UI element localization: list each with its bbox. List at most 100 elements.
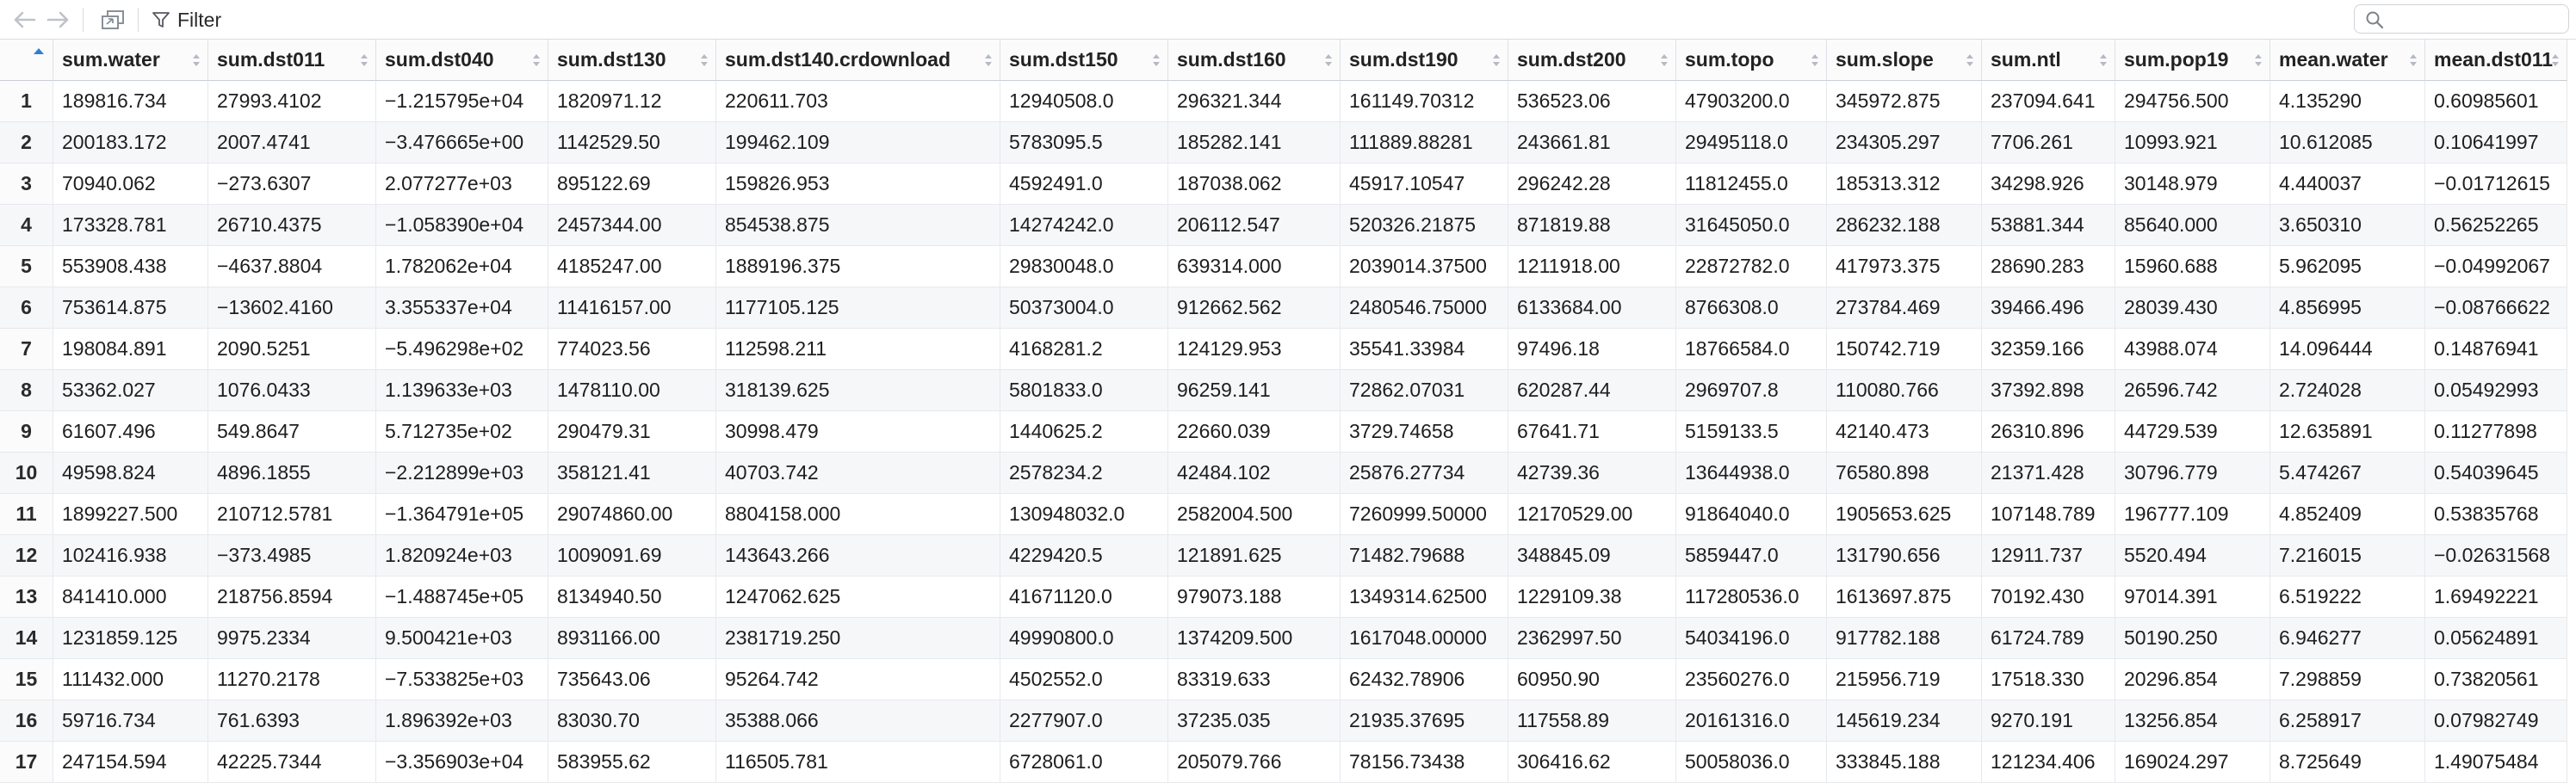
sort-toggle-icon[interactable] (192, 52, 201, 69)
column-header[interactable]: sum.dst140.crdownload (716, 40, 1000, 81)
table-cell[interactable]: 1.139633e+03 (376, 370, 548, 411)
table-cell[interactable]: 29830048.0 (1000, 246, 1168, 287)
table-cell[interactable]: 11416157.00 (548, 287, 716, 329)
table-cell[interactable]: 1899227.500 (53, 494, 208, 535)
table-cell[interactable]: 1076.0433 (208, 370, 376, 411)
table-cell[interactable]: 206112.547 (1168, 205, 1341, 246)
table-cell[interactable]: 290479.31 (548, 411, 716, 453)
sort-toggle-icon[interactable] (1324, 52, 1333, 69)
table-cell[interactable]: 345972.875 (1827, 81, 1982, 122)
table-cell[interactable]: 871819.88 (1508, 205, 1676, 246)
table-cell[interactable]: 50190.250 (2115, 618, 2270, 659)
sort-toggle-icon[interactable] (2254, 52, 2263, 69)
table-cell[interactable]: 2.077277e+03 (376, 163, 548, 205)
table-cell[interactable]: 7260999.50000 (1341, 494, 1508, 535)
table-cell[interactable]: 1905653.625 (1827, 494, 1982, 535)
table-cell[interactable]: −5.496298e+02 (376, 329, 548, 370)
table-cell[interactable]: 210712.5781 (208, 494, 376, 535)
table-cell[interactable]: 4168281.2 (1000, 329, 1168, 370)
filter-button[interactable]: Filter (152, 5, 221, 34)
table-cell[interactable]: −0.04992067 (2425, 246, 2567, 287)
table-cell[interactable]: 76580.898 (1827, 453, 1982, 494)
table-cell[interactable]: −7.533825e+03 (376, 659, 548, 700)
table-cell[interactable]: 35388.066 (716, 700, 1000, 742)
table-cell[interactable]: −4637.8804 (208, 246, 376, 287)
table-cell[interactable]: 199462.109 (716, 122, 1000, 163)
table-cell[interactable]: 2578234.2 (1000, 453, 1168, 494)
table-cell[interactable]: 8.725649 (2270, 742, 2425, 783)
table-cell[interactable]: 49990800.0 (1000, 618, 1168, 659)
table-cell[interactable]: 4592491.0 (1000, 163, 1168, 205)
table-cell[interactable]: 1374209.500 (1168, 618, 1341, 659)
table-cell[interactable]: 12170529.00 (1508, 494, 1676, 535)
table-cell[interactable]: 0.07982749 (2425, 700, 2567, 742)
table-cell[interactable]: 2362997.50 (1508, 618, 1676, 659)
table-cell[interactable]: 30796.779 (2115, 453, 2270, 494)
column-header[interactable]: sum.dst150 (1000, 40, 1168, 81)
table-cell[interactable]: 102416.938 (53, 535, 208, 576)
table-cell[interactable]: 220611.703 (716, 81, 1000, 122)
column-header[interactable]: sum.pop19 (2115, 40, 2270, 81)
table-cell[interactable]: 34298.926 (1982, 163, 2115, 205)
table-cell[interactable]: 5.712735e+02 (376, 411, 548, 453)
table-cell[interactable]: 42739.36 (1508, 453, 1676, 494)
table-cell[interactable]: 196777.109 (2115, 494, 2270, 535)
table-cell[interactable]: −0.01712615 (2425, 163, 2567, 205)
table-cell[interactable]: 26310.896 (1982, 411, 2115, 453)
table-cell[interactable]: 5520.494 (2115, 535, 2270, 576)
sort-toggle-icon[interactable] (1966, 52, 1974, 69)
table-cell[interactable]: 30148.979 (2115, 163, 2270, 205)
table-cell[interactable]: 111432.000 (53, 659, 208, 700)
table-cell[interactable]: 43988.074 (2115, 329, 2270, 370)
table-cell[interactable]: 4229420.5 (1000, 535, 1168, 576)
back-button[interactable] (10, 5, 40, 34)
table-cell[interactable]: −373.4985 (208, 535, 376, 576)
column-header[interactable]: sum.slope (1827, 40, 1982, 81)
table-cell[interactable]: 536523.06 (1508, 81, 1676, 122)
table-cell[interactable]: 1247062.625 (716, 576, 1000, 618)
table-cell[interactable]: 6.519222 (2270, 576, 2425, 618)
table-cell[interactable]: −13602.4160 (208, 287, 376, 329)
table-cell[interactable]: 44729.539 (2115, 411, 2270, 453)
search-box[interactable] (2354, 4, 2569, 34)
table-cell[interactable]: 11812455.0 (1676, 163, 1827, 205)
table-cell[interactable]: 5859447.0 (1676, 535, 1827, 576)
table-cell[interactable]: 1211918.00 (1508, 246, 1676, 287)
table-cell[interactable]: 296242.28 (1508, 163, 1676, 205)
forward-button[interactable] (43, 5, 72, 34)
table-cell[interactable]: 70192.430 (1982, 576, 2115, 618)
table-cell[interactable]: 0.54039645 (2425, 453, 2567, 494)
table-cell[interactable]: 9.500421e+03 (376, 618, 548, 659)
sort-toggle-icon[interactable] (360, 52, 368, 69)
table-cell[interactable]: 2457344.00 (548, 205, 716, 246)
table-cell[interactable]: 27993.4102 (208, 81, 376, 122)
column-header[interactable]: sum.dst130 (548, 40, 716, 81)
table-cell[interactable]: 774023.56 (548, 329, 716, 370)
table-cell[interactable]: 294756.500 (2115, 81, 2270, 122)
table-cell[interactable]: 50373004.0 (1000, 287, 1168, 329)
table-cell[interactable]: 20161316.0 (1676, 700, 1827, 742)
table-cell[interactable]: 10.612085 (2270, 122, 2425, 163)
table-cell[interactable]: 553908.438 (53, 246, 208, 287)
table-cell[interactable]: −0.08766622 (2425, 287, 2567, 329)
table-cell[interactable]: 306416.62 (1508, 742, 1676, 783)
table-cell[interactable]: 121891.625 (1168, 535, 1341, 576)
table-cell[interactable]: 2381719.250 (716, 618, 1000, 659)
table-cell[interactable]: 583955.62 (548, 742, 716, 783)
table-cell[interactable]: 1.49075484 (2425, 742, 2567, 783)
table-cell[interactable]: −1.215795e+04 (376, 81, 548, 122)
table-cell[interactable]: 4185247.00 (548, 246, 716, 287)
table-cell[interactable]: 318139.625 (716, 370, 1000, 411)
table-cell[interactable]: 47903200.0 (1676, 81, 1827, 122)
table-cell[interactable]: 0.60985601 (2425, 81, 2567, 122)
table-cell[interactable]: 9270.191 (1982, 700, 2115, 742)
table-cell[interactable]: 13644938.0 (1676, 453, 1827, 494)
table-cell[interactable]: 854538.875 (716, 205, 1000, 246)
table-cell[interactable]: 112598.211 (716, 329, 1000, 370)
table-cell[interactable]: 60950.90 (1508, 659, 1676, 700)
table-cell[interactable]: 3.650310 (2270, 205, 2425, 246)
table-cell[interactable]: 1349314.62500 (1341, 576, 1508, 618)
table-cell[interactable]: 189816.734 (53, 81, 208, 122)
column-header[interactable]: sum.water (53, 40, 208, 81)
column-header[interactable]: mean.water (2270, 40, 2425, 81)
